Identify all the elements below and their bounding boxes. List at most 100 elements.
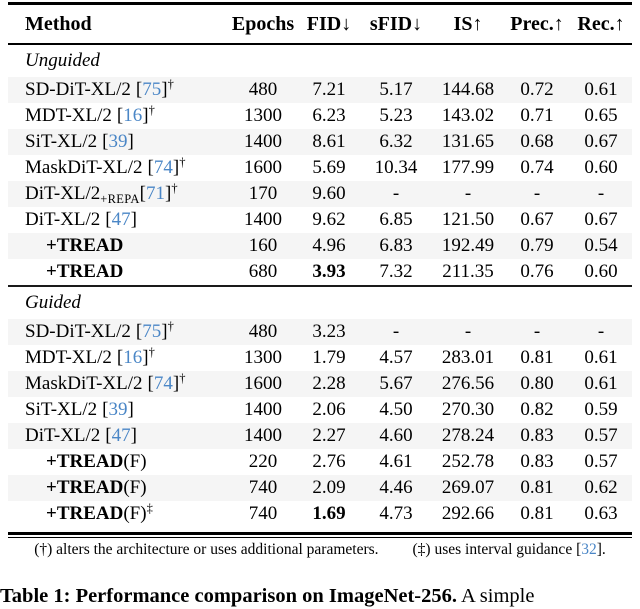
citation-bracket-close: ] (142, 347, 149, 368)
table-row: MaskDiT-XL/2 [74]† 1600 5.69 10.34 177.99 0.74… (8, 155, 632, 181)
dagger-mark: † (167, 319, 174, 333)
citation-link[interactable]: 32 (581, 540, 597, 558)
header-rec: Rec.↑ (570, 13, 632, 36)
fid-cell: 3.23 (312, 321, 346, 342)
method-cell: DiT-XL/2+REPA[71]† (8, 181, 228, 206)
citation-bracket-close: ] (161, 321, 168, 342)
sfid-cell: 5.23 (379, 105, 413, 126)
method-cell: +TREAD(F) (8, 451, 228, 473)
citation-bracket-close: ] (161, 79, 168, 100)
method-cell: SiT-XL/2 [39] (8, 399, 228, 421)
prec-cell: 0.81 (520, 503, 554, 524)
header-prec: Prec.↑ (504, 13, 570, 36)
table-body: Unguided SD-DiT-XL/2 [75]† 480 7.21 5.17 144.6… (8, 45, 632, 527)
is-cell: 278.24 (441, 425, 495, 446)
prec-cell: 0.72 (520, 79, 554, 100)
rec-cell: 0.67 (584, 209, 618, 230)
is-cell: 143.02 (441, 105, 495, 126)
fid-cell: 1.79 (312, 347, 346, 368)
header-fid-label: FID (306, 12, 342, 35)
method-name: SiT-XL/2 (25, 131, 98, 152)
citation-link[interactable]: 47 (111, 425, 131, 446)
method-cell: MaskDiT-XL/2 [74]† (8, 372, 228, 395)
header-sfid: sFID↓ (360, 13, 432, 36)
epochs-cell: 170 (248, 183, 278, 204)
citation-link[interactable]: 71 (145, 183, 165, 204)
method-cell: MDT-XL/2 [16]† (8, 104, 228, 127)
is-cell: 276.56 (441, 373, 495, 394)
method-name: MDT-XL/2 (25, 105, 112, 126)
epochs-cell: 1400 (244, 399, 282, 420)
dagger-mark: † (179, 155, 186, 169)
rec-cell: 0.62 (584, 477, 618, 498)
method-cell: +TREAD (8, 235, 228, 257)
method-name: DiT-XL/2 (25, 425, 101, 446)
sfid-cell: 4.73 (379, 503, 413, 524)
epochs-cell: 740 (248, 477, 278, 498)
table-row: SD-DiT-XL/2 [75]† 480 7.21 5.17 144.68 0.72 0.6… (8, 77, 632, 103)
prec-cell: 0.71 (520, 105, 554, 126)
header-row: Method Epochs FID↓ sFID↓ IS↑ Prec.↑ Rec.↑ (8, 5, 632, 43)
table-row: MaskDiT-XL/2 [74]† 1600 2.28 5.67 276.56 0.80 0… (8, 371, 632, 397)
header-rule (8, 43, 632, 45)
fid-cell: 3.93 (312, 261, 346, 282)
arrow-down-icon: ↓ (412, 12, 423, 35)
header-rec-label: Rec. (577, 12, 615, 35)
sfid-cell: - (392, 321, 400, 342)
epochs-cell: 740 (248, 503, 278, 524)
method-name: SD-DiT-XL/2 (25, 79, 131, 100)
rec-cell: 0.60 (584, 261, 618, 282)
citation-link[interactable]: 75 (142, 79, 162, 100)
citation-bracket-open: [ (147, 373, 154, 394)
epochs-cell: 160 (248, 235, 278, 256)
fid-cell: 9.60 (312, 183, 346, 204)
sfid-cell: 4.60 (379, 425, 413, 446)
section-title-unguided: Unguided (25, 50, 100, 71)
table-row: DiT-XL/2+REPA[71]† 170 9.60 - - - - (8, 181, 632, 207)
citation-link[interactable]: 74 (153, 373, 173, 394)
citation-bracket-open: [ (147, 157, 154, 178)
prec-cell: 0.82 (520, 399, 554, 420)
method-suffix: (F) (123, 477, 147, 498)
citation-link[interactable]: 47 (111, 209, 131, 230)
is-cell: - (464, 321, 472, 342)
rec-cell: 0.63 (584, 503, 618, 524)
method-suffix: (F) (123, 451, 147, 472)
is-cell: 269.07 (441, 477, 495, 498)
method-name: MDT-XL/2 (25, 347, 112, 368)
header-epochs-label: Epochs (231, 12, 295, 35)
citation-link[interactable]: 16 (123, 105, 143, 126)
method-name: +TREAD (46, 451, 124, 472)
sfid-cell: 4.57 (379, 347, 413, 368)
method-name: +TREAD (46, 235, 124, 256)
citation-link[interactable]: 16 (123, 347, 143, 368)
citation-link[interactable]: 74 (153, 157, 173, 178)
arrow-up-icon: ↑ (553, 12, 564, 35)
table-row: MDT-XL/2 [16]† 1300 1.79 4.57 283.01 0.81 0.61 (8, 345, 632, 371)
citation-bracket-close: ] (172, 373, 180, 394)
citation-bracket-close: ] (127, 131, 134, 152)
rec-cell: - (597, 183, 605, 204)
epochs-cell: 1300 (244, 347, 282, 368)
citation-link[interactable]: 39 (108, 399, 128, 420)
citation-link[interactable]: 39 (108, 131, 128, 152)
table-row: +TREAD(F) 220 2.76 4.61 252.78 0.83 0.57 (8, 449, 632, 475)
prec-cell: 0.83 (520, 451, 554, 472)
rec-cell: 0.65 (584, 105, 618, 126)
caption-lead: Table 1: Performance comparison on Image… (0, 584, 457, 607)
caption-rest: A simple (457, 584, 535, 607)
sfid-cell: 6.85 (379, 209, 413, 230)
method-cell: DiT-XL/2 [47] (8, 425, 228, 447)
rec-cell: 0.59 (584, 399, 618, 420)
epochs-cell: 220 (248, 451, 278, 472)
citation-bracket-close: ] (172, 157, 180, 178)
fid-cell: 9.62 (312, 209, 346, 230)
citation-link[interactable]: 75 (142, 321, 162, 342)
bottom-rule-thin (8, 536, 632, 538)
epochs-cell: 480 (248, 79, 278, 100)
fid-cell: 5.69 (312, 157, 346, 178)
prec-cell: 0.76 (520, 261, 554, 282)
dagger-mark: † (171, 181, 178, 195)
citation-bracket-open: [ (139, 183, 146, 204)
sfid-cell: 4.46 (379, 477, 413, 498)
